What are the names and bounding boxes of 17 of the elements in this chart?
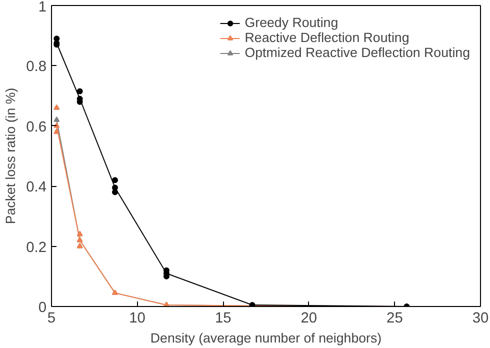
x-tick-label: 5 (47, 310, 56, 326)
x-tick-label: 10 (129, 310, 146, 326)
y-tick-label: 0.6 (26, 119, 46, 136)
y-axis-title: Packet loss ratio (in %) (3, 88, 18, 224)
legend-label: Optmized Reactive Deflection Routing (244, 45, 470, 60)
y-tick-label: 0.2 (26, 240, 46, 256)
x-tick-label: 30 (472, 310, 489, 326)
y-tick-label: 0.8 (26, 59, 46, 76)
x-tick-label: 25 (386, 310, 403, 326)
y-tick-label: 0.4 (26, 180, 46, 196)
legend-label: Reactive Deflection Routing (244, 30, 410, 45)
y-tick-label: 1 (38, 0, 47, 16)
x-axis-title: Density (average number of neighbors) (150, 330, 382, 346)
legend-label: Greedy Routing (244, 15, 338, 30)
x-tick-label: 15 (214, 310, 232, 326)
y-tick-label: 0 (38, 300, 47, 316)
x-tick-label: 20 (300, 310, 318, 326)
